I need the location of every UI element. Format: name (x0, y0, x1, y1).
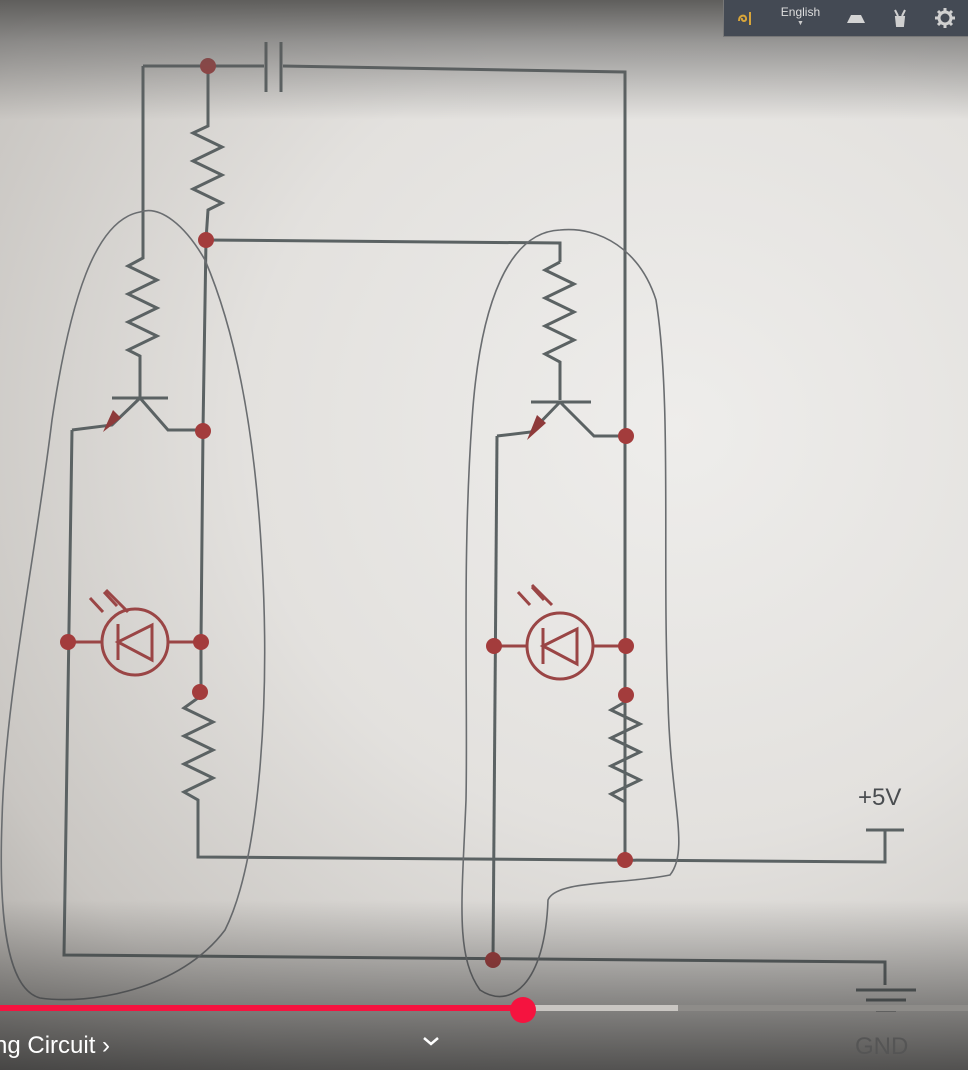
translate-icon[interactable] (736, 9, 756, 27)
supply-voltage-label: +5V (858, 784, 902, 811)
cast-icon[interactable] (891, 8, 909, 28)
overlay-toolbar: English ▼ (723, 0, 968, 37)
chevron-right-icon: › (102, 1032, 111, 1059)
language-label: English (780, 5, 821, 19)
chapter-title: ng Circuit (0, 1032, 96, 1059)
chevron-down-icon[interactable] (418, 1028, 444, 1054)
progress-buffered (523, 1005, 678, 1011)
ground-label: GND (855, 1033, 909, 1060)
progress-played (0, 1005, 523, 1011)
progress-scrubber-handle[interactable] (510, 997, 536, 1023)
chapter-title-button[interactable]: ng Circuit › (0, 1032, 110, 1060)
language-selector[interactable]: English ▼ (781, 6, 820, 30)
bottom-gradient (0, 900, 968, 1070)
progress-unbuffered (678, 1005, 968, 1011)
progress-bar[interactable] (0, 1005, 968, 1011)
settings-icon[interactable] (934, 7, 956, 29)
caption-icon[interactable] (845, 11, 867, 25)
chevron-down-icon: ▼ (796, 20, 804, 27)
